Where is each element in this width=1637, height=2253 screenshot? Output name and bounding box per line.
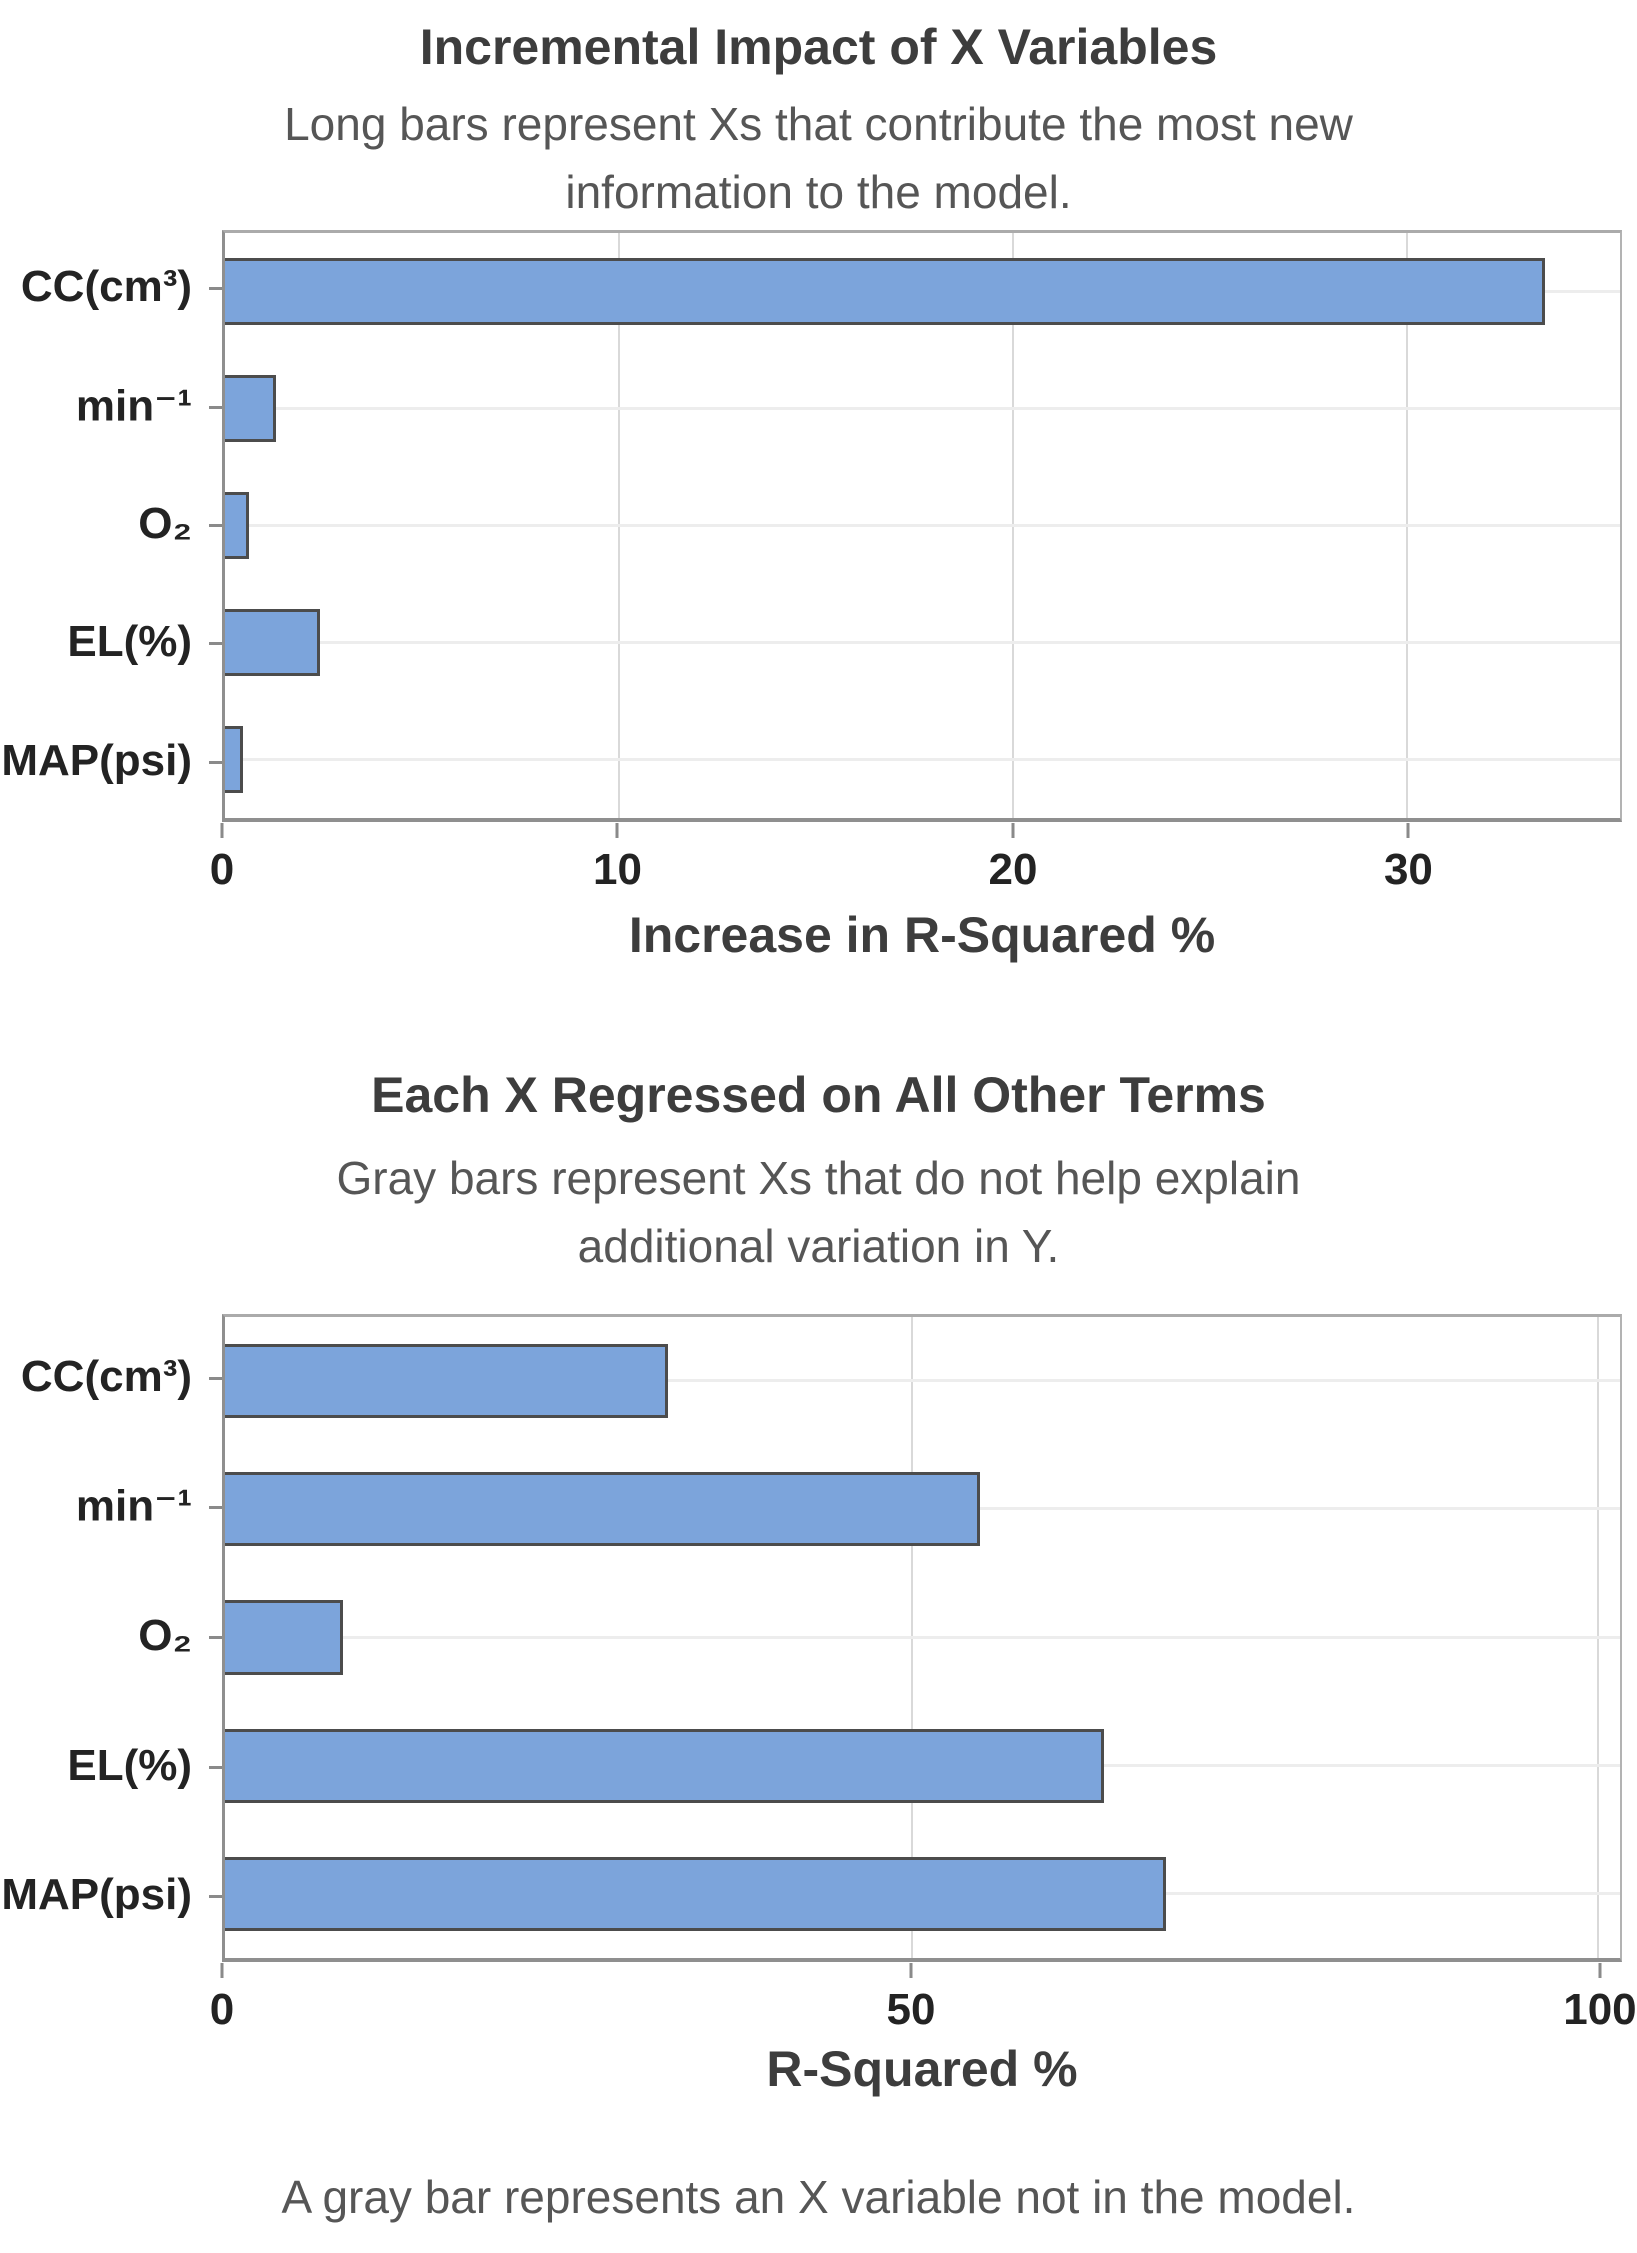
x-tick-mark [220, 1963, 224, 1978]
chart2-x-axis-title: R-Squared % [766, 2041, 1078, 2097]
chart1-x-axis-ticks: 0 10 20 30 [210, 823, 1622, 923]
y-label-row: MAP(psi) [0, 704, 222, 822]
category-label: MAP(psi) [1, 735, 192, 785]
bar-2 [225, 1472, 981, 1547]
chart2-x-axis-ticks: 0 50 100 [210, 1963, 1637, 2063]
y-label-row: CC(cm³) [0, 1314, 222, 1444]
bar-row [225, 584, 1620, 701]
chart1-subtitle-line2: information to the model. [565, 166, 1072, 218]
y-tick-mark [209, 405, 222, 409]
bar-5 [225, 725, 243, 794]
bar-3 [225, 491, 249, 560]
bar-5 [225, 1856, 1166, 1932]
y-label-row: MAP(psi) [0, 1832, 222, 1962]
chart2-subtitle-line1: Gray bars represent Xs that do not help … [336, 1152, 1301, 1204]
x-tick-label: 50 [886, 1985, 936, 2034]
category-label: MAP(psi) [1, 1870, 192, 1920]
x-tick-label: 20 [988, 845, 1038, 894]
chart1-y-axis-labels: CC(cm³) min⁻¹ O₂ EL(%) MAP(psi) [0, 230, 222, 822]
bar-row [225, 701, 1620, 818]
y-tick-mark [209, 1765, 222, 1769]
gridline-horizontal [225, 1379, 1620, 1383]
y-tick-mark [209, 287, 222, 291]
x-tick-label: 30 [1383, 845, 1433, 894]
footnote: A gray bar represents an X variable not … [281, 2171, 1356, 2223]
y-label-row: min⁻¹ [0, 1444, 222, 1574]
y-tick-mark [209, 1895, 222, 1899]
category-label: EL(%) [67, 617, 192, 667]
gridline-horizontal [225, 757, 1620, 761]
bar-row [225, 233, 1620, 350]
chart2-subtitle-line2: additional variation in Y. [577, 1220, 1060, 1272]
category-label: CC(cm³) [20, 262, 192, 312]
y-tick-mark [209, 1506, 222, 1510]
bar-1 [225, 257, 1546, 326]
y-label-row: EL(%) [0, 1703, 222, 1833]
chart2-plot-area [222, 1314, 1622, 1962]
chart1-plot-area [222, 230, 1622, 822]
x-tick-label: 10 [592, 845, 642, 894]
gridline-horizontal [225, 640, 1620, 644]
y-label-row: O₂ [0, 467, 222, 585]
x-tick-mark [615, 823, 619, 838]
x-tick-mark [1011, 823, 1015, 838]
bar-row [225, 1317, 1620, 1445]
category-label: CC(cm³) [20, 1351, 192, 1401]
chart1-title: Incremental Impact of X Variables [419, 19, 1218, 75]
category-label: O₂ [138, 1610, 192, 1660]
bar-3 [225, 1600, 344, 1675]
bar-1 [225, 1343, 669, 1419]
y-label-row: EL(%) [0, 585, 222, 703]
category-label: O₂ [138, 499, 192, 549]
chart1-subtitle: Long bars represent Xs that contribute t… [0, 90, 1637, 226]
y-tick-mark [209, 642, 222, 646]
bar-row [225, 467, 1620, 584]
bar-row [225, 350, 1620, 467]
y-label-row: min⁻¹ [0, 348, 222, 466]
gridline-horizontal [225, 523, 1620, 527]
category-label: min⁻¹ [75, 1481, 192, 1531]
y-label-row: CC(cm³) [0, 230, 222, 348]
x-tick-label: 100 [1563, 1985, 1637, 2034]
x-tick-label: 0 [209, 845, 235, 894]
x-tick-mark [1598, 1963, 1602, 1978]
bar-4 [225, 1728, 1104, 1803]
y-tick-mark [209, 524, 222, 528]
y-label-row: O₂ [0, 1573, 222, 1703]
category-label: EL(%) [67, 1740, 192, 1790]
x-tick-mark [220, 823, 224, 838]
x-tick-label: 0 [209, 1985, 235, 2034]
bar-row [225, 1445, 1620, 1573]
y-tick-mark [209, 760, 222, 764]
category-label: min⁻¹ [75, 381, 192, 431]
bar-row [225, 1702, 1620, 1830]
chart2-subtitle: Gray bars represent Xs that do not help … [0, 1144, 1637, 1280]
bar-row [225, 1830, 1620, 1958]
x-tick-mark [1406, 823, 1410, 838]
x-tick-mark [909, 1963, 913, 1978]
gridline-horizontal [225, 406, 1620, 410]
bar-row [225, 1573, 1620, 1701]
chart1-x-axis-title: Increase in R-Squared % [628, 907, 1216, 963]
gridline-horizontal [225, 1635, 1620, 1639]
chart2-title: Each X Regressed on All Other Terms [371, 1067, 1266, 1123]
y-tick-mark [209, 1376, 222, 1380]
chart1-subtitle-line1: Long bars represent Xs that contribute t… [284, 98, 1353, 150]
chart2-y-axis-labels: CC(cm³) min⁻¹ O₂ EL(%) MAP(psi) [0, 1314, 222, 1962]
bar-2 [225, 374, 277, 443]
y-tick-mark [209, 1635, 222, 1639]
bar-4 [225, 608, 320, 677]
